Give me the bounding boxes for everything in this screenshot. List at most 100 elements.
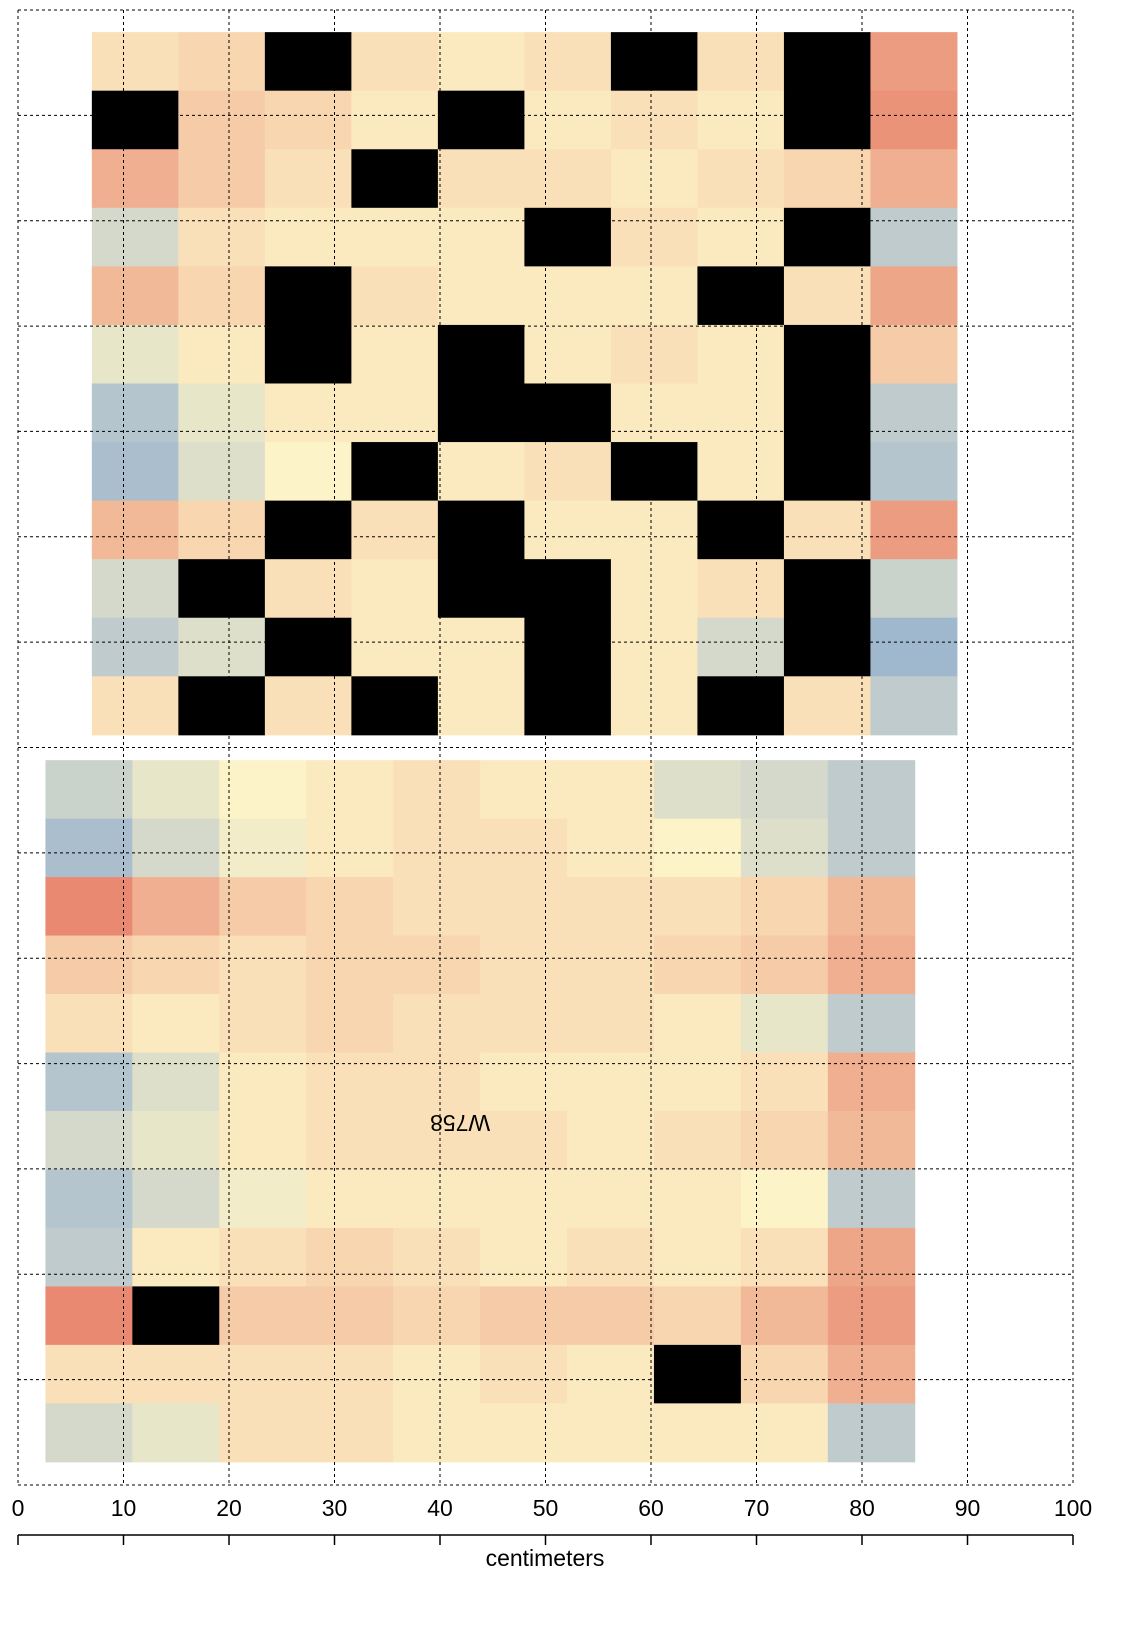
x-tick-label: 100 bbox=[1054, 1495, 1092, 1521]
heatmap-cell bbox=[45, 1169, 133, 1229]
heatmap-cell bbox=[480, 1169, 568, 1229]
heatmap-cell bbox=[870, 383, 958, 443]
heatmap-cell bbox=[351, 500, 439, 560]
heatmap-cell bbox=[697, 559, 785, 619]
missing-cell bbox=[783, 442, 871, 502]
heatmap-cell bbox=[132, 1227, 220, 1287]
heatmap-cell bbox=[610, 149, 698, 209]
heatmap-cell bbox=[610, 500, 698, 560]
x-axis-label: centimeters bbox=[486, 1545, 605, 1571]
missing-cell bbox=[437, 383, 525, 443]
heatmap-cell bbox=[45, 935, 133, 995]
heatmap-cell bbox=[393, 877, 481, 937]
heatmap-cell bbox=[480, 1052, 568, 1112]
heatmap-cell bbox=[697, 32, 785, 92]
x-tick-label: 50 bbox=[533, 1495, 559, 1521]
heatmap-cell bbox=[351, 617, 439, 677]
heatmap-cell bbox=[697, 324, 785, 384]
heatmap-cell bbox=[653, 1169, 742, 1229]
heatmap-cell bbox=[437, 617, 525, 677]
heatmap-cell bbox=[567, 1344, 655, 1404]
heatmap-cell bbox=[740, 994, 829, 1054]
missing-cell bbox=[132, 1286, 220, 1346]
heatmap-cell bbox=[132, 1169, 220, 1229]
heatmap-cell bbox=[653, 1403, 742, 1463]
heatmap-cell bbox=[524, 32, 612, 92]
heatmap-cell bbox=[91, 676, 179, 736]
missing-cell bbox=[437, 324, 525, 384]
heatmap-cell bbox=[393, 1052, 481, 1112]
heatmap-cell bbox=[740, 1052, 829, 1112]
heatmap-cell bbox=[697, 207, 785, 267]
heatmap-cell bbox=[480, 1403, 568, 1463]
missing-cell bbox=[783, 617, 871, 677]
heatmap-cell bbox=[740, 1344, 829, 1404]
x-tick-label: 60 bbox=[638, 1495, 664, 1521]
heatmap-cell bbox=[306, 1169, 394, 1229]
heatmap-cell bbox=[264, 442, 352, 502]
heatmap-cell bbox=[697, 149, 785, 209]
heatmap-cell bbox=[567, 1110, 655, 1170]
heatmap-cell bbox=[45, 760, 133, 820]
heatmap-cell bbox=[870, 500, 958, 560]
heatmap-cell bbox=[567, 1286, 655, 1346]
heatmap-cell bbox=[132, 760, 220, 820]
heatmap-cell bbox=[783, 676, 871, 736]
heatmap-cell bbox=[393, 1227, 481, 1287]
heatmap-cell bbox=[306, 1344, 394, 1404]
heatmap-cell bbox=[264, 90, 352, 150]
heatmap-cell bbox=[393, 1403, 481, 1463]
missing-cell bbox=[524, 617, 612, 677]
heatmap-cell bbox=[827, 1344, 916, 1404]
heatmap-cell bbox=[610, 266, 698, 326]
heatmap-cell bbox=[351, 90, 439, 150]
heatmap-cell bbox=[740, 935, 829, 995]
heatmap-cell bbox=[740, 1227, 829, 1287]
missing-cell bbox=[91, 90, 179, 150]
heatmap-cell bbox=[219, 935, 307, 995]
heatmap-cell bbox=[219, 1110, 307, 1170]
heatmap-cell bbox=[480, 1344, 568, 1404]
heatmap-cell bbox=[306, 818, 394, 878]
missing-cell bbox=[351, 442, 439, 502]
heatmap-cell bbox=[91, 207, 179, 267]
heatmap-cell bbox=[132, 1110, 220, 1170]
heatmap-cell bbox=[264, 676, 352, 736]
heatmap-cell bbox=[610, 383, 698, 443]
heatmap-cell bbox=[480, 1110, 568, 1170]
heatmap-cell bbox=[91, 324, 179, 384]
missing-cell bbox=[653, 1344, 742, 1404]
heatmap-cell bbox=[132, 1403, 220, 1463]
heatmap-cell bbox=[306, 760, 394, 820]
heatmap-cell bbox=[178, 500, 266, 560]
heatmap-cell bbox=[45, 818, 133, 878]
heatmap-cell bbox=[393, 1110, 481, 1170]
heatmap-cell bbox=[132, 994, 220, 1054]
missing-cell bbox=[437, 90, 525, 150]
x-tick-label: 30 bbox=[322, 1495, 348, 1521]
heatmap-cell bbox=[653, 1052, 742, 1112]
heatmap-cell bbox=[827, 1169, 916, 1229]
heatmap-cell bbox=[393, 1286, 481, 1346]
heatmap-cell bbox=[306, 935, 394, 995]
heatmap-cell bbox=[870, 617, 958, 677]
heatmap-cell bbox=[393, 1169, 481, 1229]
missing-cell bbox=[264, 32, 352, 92]
x-tick-label: 0 bbox=[12, 1495, 25, 1521]
heatmap-cell bbox=[697, 617, 785, 677]
missing-cell bbox=[524, 207, 612, 267]
heatmap-cell bbox=[740, 877, 829, 937]
x-tick-label: 40 bbox=[427, 1495, 453, 1521]
heatmap-cell bbox=[45, 877, 133, 937]
heatmap-cell bbox=[91, 32, 179, 92]
heatmap-cell bbox=[697, 90, 785, 150]
heatmap-cell bbox=[219, 760, 307, 820]
heatmap-cell bbox=[783, 500, 871, 560]
heatmap-cell bbox=[653, 1110, 742, 1170]
heatmap-cell bbox=[480, 994, 568, 1054]
x-tick-label: 10 bbox=[111, 1495, 137, 1521]
missing-cell bbox=[697, 266, 785, 326]
heatmap-cell bbox=[610, 207, 698, 267]
x-tick-label: 20 bbox=[216, 1495, 242, 1521]
heatmap-cell bbox=[567, 1169, 655, 1229]
